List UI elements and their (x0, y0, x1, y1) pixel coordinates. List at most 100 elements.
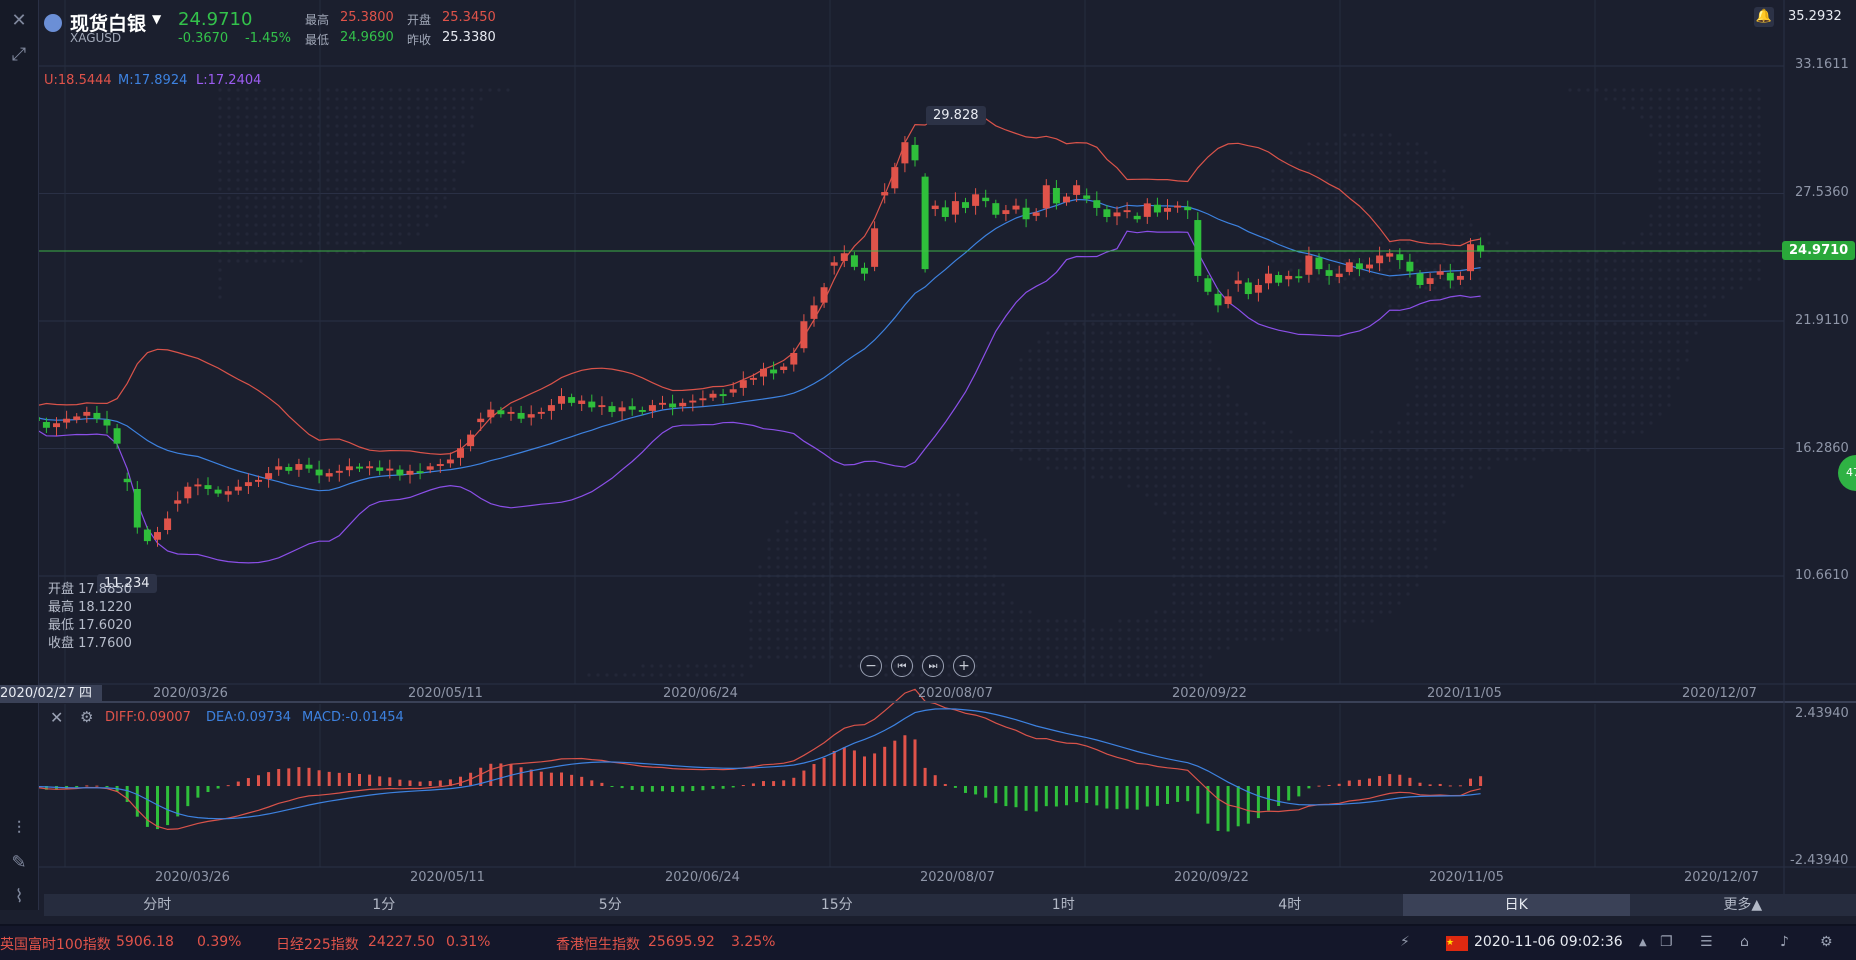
camera-icon[interactable]: ⌂ (1740, 934, 1749, 950)
macd-bar (853, 750, 856, 786)
candle-body (245, 482, 252, 486)
skip-end-icon[interactable]: ⏭ (922, 655, 944, 677)
low-value: 24.9690 (340, 30, 394, 45)
candle-body (679, 403, 686, 406)
candle-body (841, 253, 848, 261)
candle-body (1215, 294, 1222, 306)
zoom-out-icon[interactable]: − (860, 655, 882, 677)
expand-icon[interactable]: ⤢ (6, 42, 32, 68)
macd-axis-top: 2.43940 (1795, 706, 1849, 721)
candle-body (558, 396, 565, 404)
window-icon[interactable]: ❐ (1660, 934, 1673, 950)
candle-body (174, 500, 181, 503)
candle-body (1134, 216, 1141, 219)
tf-daily[interactable]: 日K (1403, 894, 1630, 916)
candle-body (568, 397, 575, 403)
candle-body (235, 487, 242, 491)
candle-body (1316, 258, 1323, 270)
indicator-icon[interactable]: ⫶ (6, 816, 32, 842)
candle-body (780, 367, 787, 370)
macd-bar (1146, 786, 1149, 806)
candle-body (356, 467, 363, 469)
draw-pencil-icon[interactable]: ✎ (6, 850, 32, 876)
macd-bar (883, 747, 886, 786)
skip-start-icon[interactable]: ⏮ (891, 655, 913, 677)
candle-body (790, 353, 797, 365)
candle-body (901, 142, 908, 163)
high-label: 最高 (305, 11, 329, 28)
macd-bar (681, 786, 684, 792)
tf-1min[interactable]: 1分 (271, 894, 498, 916)
macd-bar (530, 770, 533, 786)
macd-bar (611, 786, 614, 787)
candle-body (1204, 278, 1211, 291)
macd-bar (439, 780, 442, 786)
macd-settings-icon[interactable]: ⚙ (80, 708, 93, 726)
macd-bar (934, 775, 937, 786)
tf-tick[interactable]: 分时 (44, 894, 271, 916)
price-axis-label: 21.9110 (1795, 313, 1849, 328)
macd-bar (1045, 786, 1048, 806)
settings-icon[interactable]: ⚙ (1820, 934, 1833, 950)
macd-bar (691, 786, 694, 791)
dropdown-caret-icon[interactable]: ▼ (152, 12, 161, 26)
tf-4h[interactable]: 4时 (1177, 894, 1404, 916)
macd-bar (1368, 779, 1371, 786)
tf-5min[interactable]: 5分 (497, 894, 724, 916)
date-axis-label: 2020/08/07 (918, 686, 993, 701)
boll-upper: U:18.5444 (44, 73, 112, 88)
candle-body (1346, 262, 1353, 272)
sound-icon[interactable]: ♪ (1780, 934, 1789, 950)
candle-body (447, 460, 454, 464)
macd-bar (1085, 786, 1088, 803)
tf-15min[interactable]: 15分 (724, 894, 951, 916)
candle-body (861, 268, 868, 274)
clock: 2020-11-06 09:02:36 (1474, 934, 1623, 950)
macd-bar (378, 776, 381, 786)
macd-bar (1459, 785, 1462, 786)
macd-bar (1257, 786, 1260, 818)
date-axis-label: 2020/05/11 (408, 686, 483, 701)
macd-bar (1429, 784, 1432, 786)
candle-body (922, 177, 929, 269)
list-icon[interactable]: ☰ (1700, 934, 1713, 950)
macd-bar (398, 780, 401, 786)
ticker-name[interactable]: 日经225指数 (276, 934, 359, 954)
close-macd-icon[interactable]: ✕ (50, 708, 63, 727)
tf-more[interactable]: 更多▲ (1630, 894, 1856, 916)
macd-bar (1025, 786, 1028, 811)
tf-1h[interactable]: 1时 (950, 894, 1177, 916)
candle-body (962, 202, 969, 208)
close-chart-icon[interactable]: ✕ (6, 8, 32, 34)
boll-lower: L:17.2404 (196, 73, 261, 88)
macd-bar (1328, 785, 1331, 786)
zoom-in-icon[interactable]: + (953, 655, 975, 677)
macd-bar (1116, 786, 1119, 809)
clock-caret-icon[interactable]: ▲ (1639, 937, 1647, 948)
macd-bar (1388, 774, 1391, 786)
high-value: 25.3800 (340, 10, 394, 25)
macd-bar (1358, 780, 1361, 786)
macd-date-label: 2020/05/11 (410, 870, 485, 885)
candle-body (205, 485, 212, 489)
candle-body (932, 206, 939, 209)
candle-body (164, 518, 171, 530)
candle-body (730, 389, 737, 392)
macd-bar (1105, 786, 1108, 809)
ticker-name[interactable]: 英国富时100指数 (0, 934, 111, 954)
macd-bar (1156, 786, 1159, 806)
network-status-icon[interactable]: ⚡ (1400, 934, 1410, 950)
candle-body (851, 255, 858, 267)
bell-icon[interactable]: 🔔 (1754, 7, 1774, 27)
macd-bar (701, 786, 704, 790)
candle-body (124, 479, 131, 482)
ticker-pct: 3.25% (731, 934, 775, 950)
candle-body (619, 407, 626, 411)
ticker-name[interactable]: 香港恒生指数 (556, 934, 640, 954)
macd-bar (85, 785, 88, 786)
candle-body (1154, 205, 1161, 213)
trend-line-icon[interactable]: ⌇ (6, 884, 32, 910)
macd-bar (641, 786, 644, 792)
macd-bar (429, 781, 432, 786)
candle-body (669, 404, 676, 408)
